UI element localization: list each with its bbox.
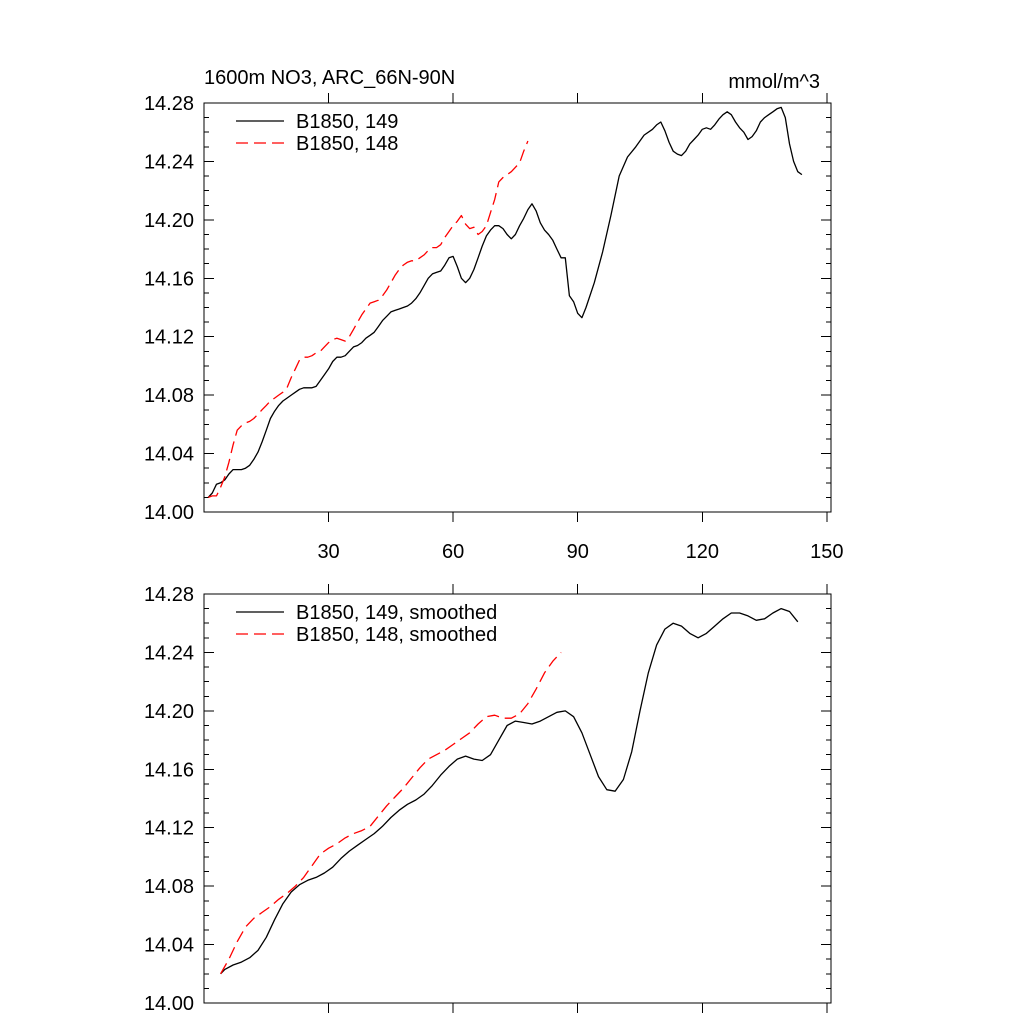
x-tick-label: 60: [442, 541, 464, 563]
y-tick-label: 14.28: [144, 93, 194, 115]
y-tick-label: 14.16: [144, 268, 194, 290]
y-tick-label: 14.16: [144, 759, 194, 781]
top-panel: 14.00 14.04 14.08 14.12 14.16 14.20 14.24 14.28…: [144, 93, 844, 563]
series-line-2: [207, 140, 529, 499]
y-tick-label: 14.08: [144, 876, 194, 898]
chart-title: 1600m NO3, ARC_66N-90N: [204, 67, 455, 89]
y-tick-label: 14.08: [144, 385, 194, 407]
series-line-1: [220, 607, 799, 975]
y-tick-label: 14.20: [144, 210, 194, 232]
bottom-panel: 14.00 14.04 14.08 14.12 14.16 14.20 14.24 14.28…: [144, 584, 832, 1015]
legend-label-1: B1850, 149, smoothed: [296, 602, 497, 624]
y-tick-label: 14.00: [144, 993, 194, 1015]
legend-label-1: B1850, 149: [296, 111, 398, 133]
x-tick-label: 90: [567, 541, 589, 563]
y-tick-label: 14.04: [144, 444, 194, 466]
series-line-2: [220, 651, 562, 975]
x-tick-label: 120: [686, 541, 719, 563]
y-tick-label: 14.24: [144, 151, 194, 173]
legend-label-2: B1850, 148, smoothed: [296, 624, 497, 646]
y-tick-label: 14.20: [144, 701, 194, 723]
plot-frame: [203, 593, 832, 1004]
y-tick-label: 14.12: [144, 818, 194, 840]
y-tick-label: 14.28: [144, 584, 194, 606]
y-tick-label: 14.04: [144, 935, 194, 957]
units-label: mmol/m^3: [728, 71, 820, 93]
plot-frame: [203, 102, 832, 513]
x-tick-label: 30: [317, 541, 339, 563]
y-tick-label: 14.00: [144, 502, 194, 524]
series-line-1: [207, 106, 803, 498]
y-tick-label: 14.12: [144, 327, 194, 349]
legend-label-2: B1850, 148: [296, 133, 398, 155]
x-tick-label: 150: [810, 541, 843, 563]
y-tick-label: 14.24: [144, 642, 194, 664]
